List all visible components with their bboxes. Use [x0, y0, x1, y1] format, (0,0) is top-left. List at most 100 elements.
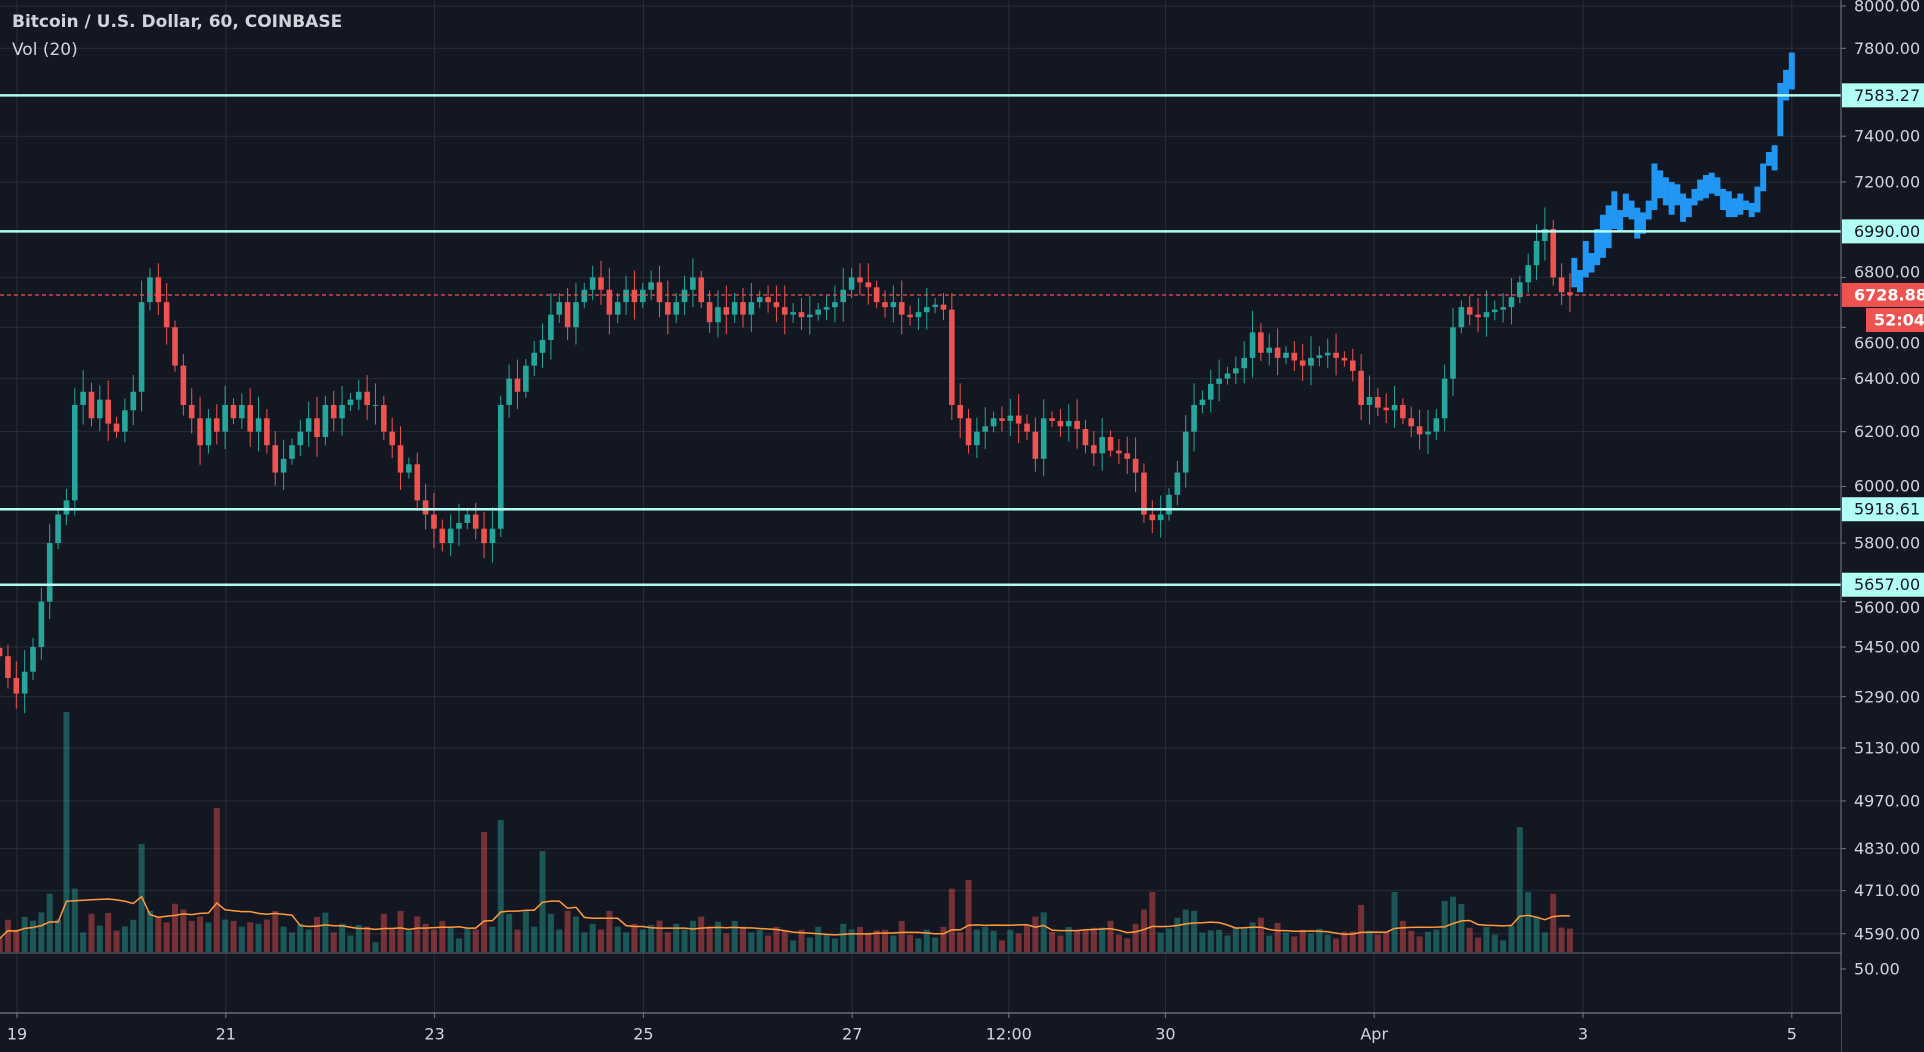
time-axis[interactable] — [0, 1013, 1841, 1052]
bar-countdown-label: 52:04 — [1874, 310, 1924, 329]
price-axis-label: 4970.00 — [1854, 791, 1920, 810]
candle-body — [723, 307, 730, 315]
level-price-tag-label: 7583.27 — [1854, 86, 1920, 105]
candle-body — [330, 404, 337, 419]
candle-body — [1291, 352, 1298, 361]
candle-body — [840, 289, 847, 303]
level-price-tag — [1842, 83, 1924, 108]
time-axis-label: Apr — [1360, 1025, 1388, 1044]
projection-bar — [1737, 193, 1744, 215]
candle-body — [1324, 352, 1331, 356]
volume-bar — [481, 832, 488, 952]
candle-body — [681, 289, 688, 303]
volume-bar — [556, 929, 563, 952]
volume-bar — [815, 926, 822, 952]
volume-bar — [1007, 929, 1014, 952]
volume-bar — [1124, 938, 1131, 952]
candle-body — [364, 391, 370, 405]
projection-bar — [1720, 188, 1727, 211]
candle-body — [213, 418, 220, 432]
volume-bar — [664, 932, 671, 952]
projection-bar — [1783, 69, 1790, 101]
volume-bar — [247, 922, 254, 952]
volume-bar — [514, 929, 521, 952]
candle-body — [790, 312, 796, 315]
candle-body — [1132, 458, 1139, 473]
volume-bar — [1291, 936, 1298, 952]
volume-bar — [948, 888, 955, 952]
projection-bar — [1628, 200, 1635, 220]
candle-body — [21, 671, 28, 694]
volume-bar — [71, 888, 78, 952]
volume-bar — [648, 924, 655, 952]
volume-bar — [80, 932, 87, 952]
volume-bar — [589, 923, 596, 952]
volume-bar — [314, 916, 321, 952]
volume-bar — [355, 924, 362, 952]
price-axis-label: 5800.00 — [1854, 534, 1920, 553]
candle-body — [1567, 292, 1573, 295]
candle-body — [1166, 494, 1172, 515]
candle-body — [172, 327, 178, 366]
candle-body — [305, 418, 312, 432]
volume-bar — [564, 910, 571, 952]
candle-body — [1024, 423, 1030, 432]
candle-body — [506, 378, 512, 405]
volume-bar — [506, 913, 513, 952]
projection-bar — [1754, 186, 1761, 213]
projection-bar — [1599, 214, 1606, 258]
time-axis-label: 25 — [633, 1025, 653, 1044]
time-axis-label: 3 — [1578, 1025, 1588, 1044]
candle-body — [1400, 404, 1406, 419]
volume-bar — [21, 916, 28, 952]
volume-bar — [698, 916, 705, 952]
candle-body — [180, 365, 187, 405]
candle-body — [497, 404, 504, 529]
volume-bar — [347, 935, 354, 952]
volume-bar — [840, 923, 847, 952]
volume-bar — [1299, 929, 1306, 952]
candle-body — [381, 404, 387, 432]
candle-body — [297, 431, 304, 446]
volume-indicator-label[interactable]: Vol (20) — [12, 40, 78, 60]
price-axis-label: 4710.00 — [1854, 881, 1920, 900]
volume-bar — [222, 919, 229, 952]
volume-bar — [1090, 927, 1097, 952]
volume-bar — [180, 909, 187, 952]
volume-bar — [55, 919, 62, 952]
projection-bar — [1708, 172, 1715, 194]
volume-bar — [1057, 935, 1064, 952]
candle-body — [97, 399, 103, 419]
projection-bar — [1777, 82, 1784, 137]
candle-body — [731, 302, 738, 315]
candle-body — [1458, 307, 1465, 328]
volume-bar — [4, 919, 11, 952]
volume-bar — [1149, 892, 1156, 952]
projection-bar — [1622, 193, 1629, 218]
volume-bar — [1500, 940, 1507, 952]
price-axis[interactable] — [1841, 0, 1924, 1052]
volume-bar — [1216, 929, 1223, 952]
volume-bar — [740, 926, 747, 952]
volume-bar — [255, 923, 262, 952]
volume-axis-label: 50.00 — [1854, 960, 1900, 979]
volume-bar — [372, 942, 379, 952]
symbol-title: Bitcoin / U.S. Dollar, 60, COINBASE — [12, 12, 343, 32]
candle-body — [1483, 312, 1490, 318]
volume-bar — [1333, 938, 1340, 952]
candle-body — [539, 339, 546, 353]
candle-body — [907, 314, 913, 318]
candle-body — [1558, 277, 1565, 293]
volume-bar — [765, 935, 772, 952]
time-axis-label: 19 — [7, 1025, 27, 1044]
time-axis-label: 5 — [1787, 1025, 1797, 1044]
volume-bar — [1140, 909, 1147, 952]
candle-body — [965, 418, 972, 446]
volume-bar — [456, 938, 463, 952]
candle-body — [1233, 368, 1239, 374]
volume-bar — [1533, 916, 1540, 952]
volume-bar — [1249, 922, 1256, 952]
volume-bar — [422, 923, 429, 952]
volume-bar — [380, 913, 387, 952]
